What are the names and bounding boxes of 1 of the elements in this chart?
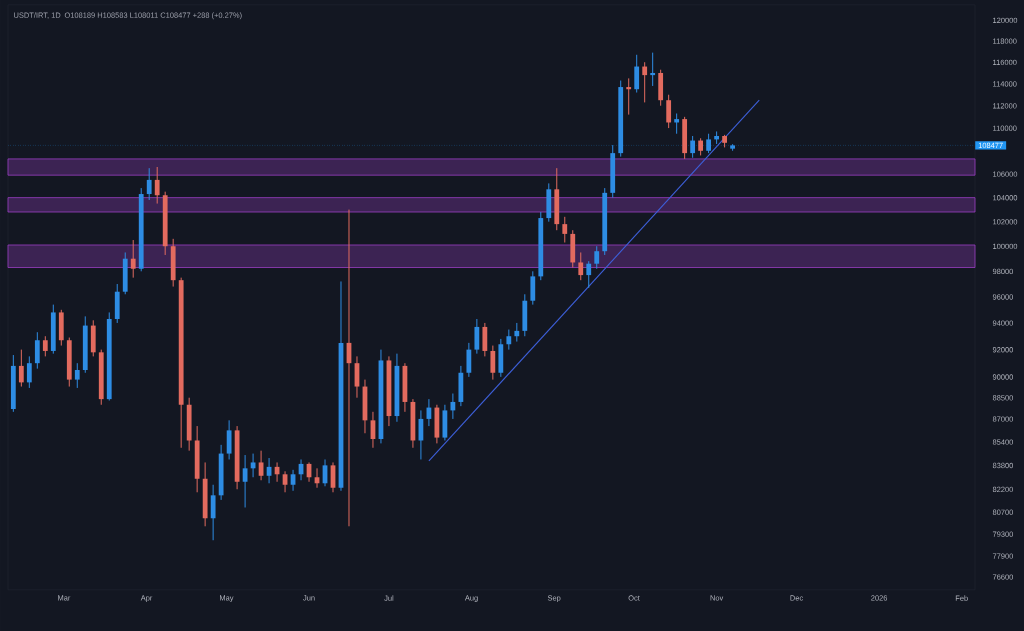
candlestick [730,143,735,152]
